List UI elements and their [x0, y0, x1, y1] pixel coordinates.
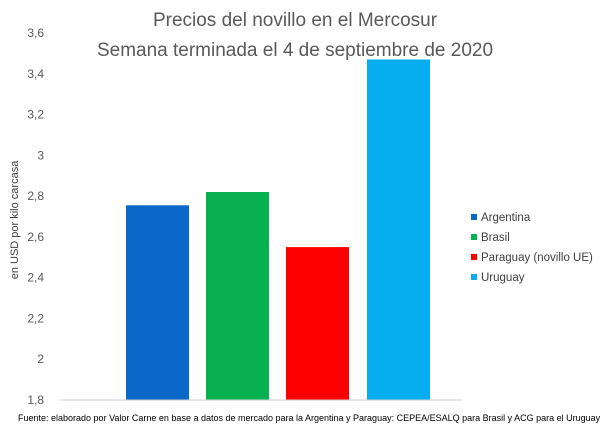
chart-title: Precios del novillo en el Mercosur: [153, 10, 438, 31]
legend-swatch: [471, 254, 477, 260]
y-tick-label: 3: [37, 148, 44, 162]
bars: [126, 59, 430, 400]
y-tick-label: 2,8: [27, 189, 44, 203]
bar-brasil: [206, 192, 269, 400]
bar-uruguay: [367, 59, 430, 400]
legend: Argentina Brasil Paraguay (novillo UE) Urug…: [471, 212, 593, 284]
chart-subtitle: Semana terminada el 4 de septiembre de 2…: [97, 40, 493, 61]
y-tick-label: 3,2: [27, 108, 44, 122]
y-tick-label: 3,4: [27, 67, 44, 81]
y-tick-label: 1,8: [27, 393, 44, 407]
y-tick-label: 3,6: [27, 26, 44, 40]
bar-paraguay: [286, 247, 349, 400]
y-tick-label: 2: [37, 352, 44, 366]
y-tick-label: 2,2: [27, 311, 44, 325]
source-note: Fuente: elaborado por Valor Carne en bas…: [18, 413, 600, 423]
bar-argentina: [126, 205, 189, 400]
legend-swatch: [471, 274, 477, 280]
y-axis-ticks: 3,6 3,4 3,2 3 2,8 2,6 2,4 2,2 2 1,8: [27, 26, 44, 407]
y-axis-label: en USD por kilo carcasa: [9, 160, 21, 279]
legend-label: Argentina: [481, 212, 531, 224]
legend-label: Uruguay: [481, 272, 525, 284]
legend-swatch: [471, 234, 477, 240]
legend-swatch: [471, 214, 477, 220]
legend-label: Brasil: [481, 232, 510, 244]
y-tick-label: 2,4: [27, 271, 44, 285]
legend-label: Paraguay (novillo UE): [481, 252, 593, 264]
y-tick-label: 2,6: [27, 230, 44, 244]
